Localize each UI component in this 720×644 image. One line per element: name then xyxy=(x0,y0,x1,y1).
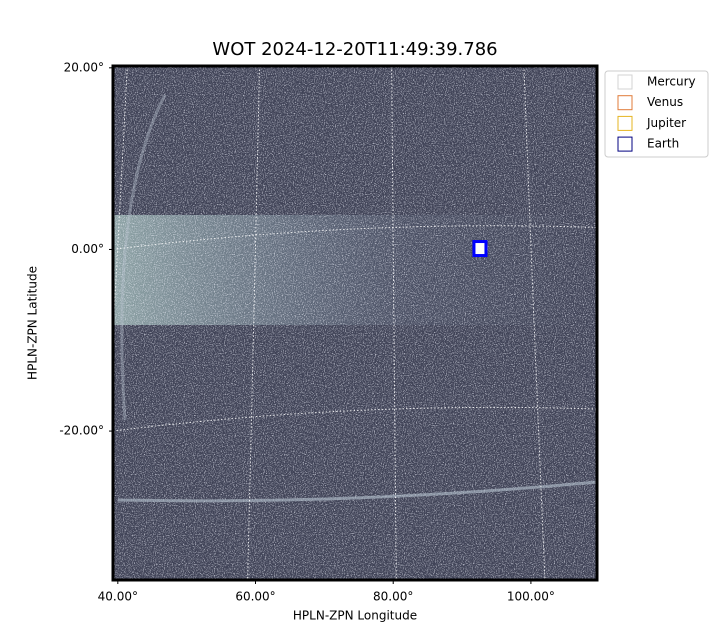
legend-label: Mercury xyxy=(647,75,696,89)
chart-title: WOT 2024-12-20T11:49:39.786 xyxy=(212,39,497,60)
grid-line xyxy=(113,225,597,250)
grid-line xyxy=(523,66,546,580)
axes-frame xyxy=(111,64,599,582)
legend-label: Venus xyxy=(647,95,683,109)
legend-swatch xyxy=(617,95,633,111)
y-tick-label: 0.00° xyxy=(71,242,104,256)
x-tick-label: 40.00° xyxy=(98,590,138,604)
legend-swatch xyxy=(617,115,633,131)
x-tick-label: 60.00° xyxy=(235,590,275,604)
legend-box xyxy=(604,70,709,158)
y-axis-label: HPLN-ZPN Latitude xyxy=(26,266,40,380)
y-tick-label: -20.00° xyxy=(59,424,104,438)
legend: Mercury Venus Jupiter Earth xyxy=(604,70,709,158)
grid-line xyxy=(113,66,128,342)
y-tick-label: 20.00° xyxy=(64,60,104,74)
legend-swatch xyxy=(617,74,633,90)
grid-line xyxy=(247,66,260,580)
x-axis-label: HPLN-ZPN Longitude xyxy=(293,609,417,623)
image xyxy=(113,66,597,580)
legend-swatch xyxy=(617,136,633,152)
x-tick-label: 100.00° xyxy=(507,590,555,604)
grid-line xyxy=(113,406,597,432)
planet-marker xyxy=(472,240,488,258)
grid-line xyxy=(391,66,397,580)
legend-label: Jupiter xyxy=(646,116,686,130)
legend-label: Earth xyxy=(647,137,679,151)
x-tick-label: 80.00° xyxy=(373,590,413,604)
